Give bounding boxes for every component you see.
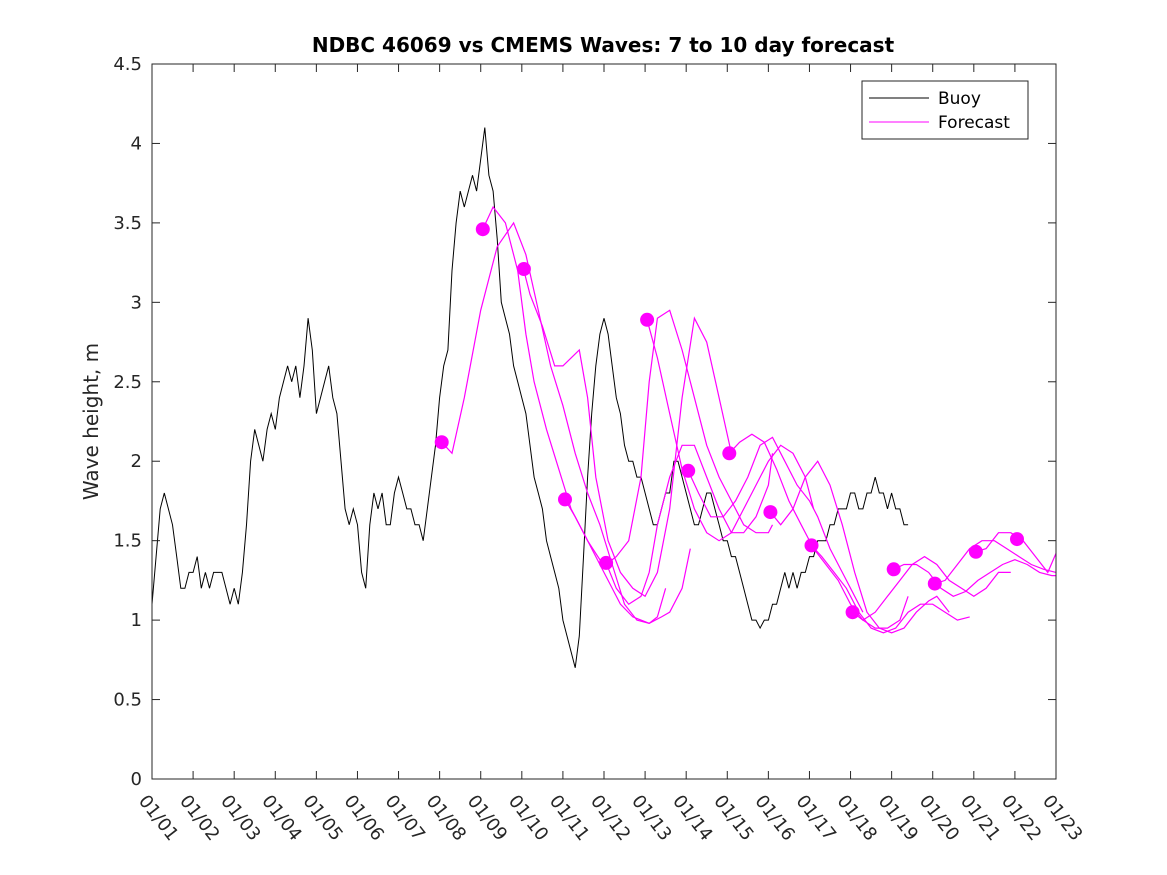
forecast-marker bbox=[927, 576, 942, 591]
forecast-marker bbox=[640, 312, 655, 327]
y-tick-label: 4.5 bbox=[113, 54, 142, 75]
forecast-series-line-12 bbox=[893, 559, 1056, 597]
forecast-series-line-1 bbox=[441, 221, 691, 624]
y-tick-label: 2 bbox=[131, 451, 142, 472]
buoy-series-line bbox=[151, 127, 909, 668]
forecast-series-line-5 bbox=[605, 444, 774, 606]
forecast-series-line-6 bbox=[646, 319, 815, 542]
forecast-marker bbox=[434, 435, 449, 450]
forecast-marker bbox=[804, 538, 819, 553]
legend: Buoy Forecast bbox=[861, 80, 1029, 140]
legend-box bbox=[861, 80, 1029, 140]
forecast-marker bbox=[681, 463, 696, 478]
forecast-series-line-10 bbox=[811, 544, 970, 634]
forecast-marker bbox=[475, 222, 490, 237]
y-tick-label: 1.5 bbox=[113, 531, 142, 552]
y-tick-label: 0 bbox=[131, 769, 142, 790]
legend-buoy-label: Buoy bbox=[938, 89, 981, 109]
legend-forecast-label: Forecast bbox=[938, 113, 1010, 133]
y-tick-label: 1 bbox=[131, 610, 142, 631]
forecast-marker bbox=[845, 605, 860, 620]
y-tick-label: 3.5 bbox=[113, 213, 142, 234]
forecast-series-line-7 bbox=[687, 436, 864, 613]
forecast-marker bbox=[516, 262, 531, 276]
forecast-marker bbox=[886, 562, 901, 577]
y-tick-label: 4 bbox=[131, 133, 142, 154]
forecast-series-line-8 bbox=[728, 433, 909, 629]
y-axis-label: Wave height, m bbox=[79, 343, 103, 500]
forecast-series-line-13 bbox=[934, 540, 1057, 585]
forecast-series-line-3 bbox=[523, 270, 732, 598]
series-layer bbox=[151, 127, 1057, 668]
forecast-marker bbox=[558, 492, 572, 507]
forecast-marker bbox=[1010, 532, 1024, 547]
forecast-marker bbox=[599, 555, 614, 570]
chart-title: NDBC 46069 vs CMEMS Waves: 7 to 10 day f… bbox=[312, 33, 895, 57]
y-tick-label: 0.5 bbox=[113, 690, 142, 711]
forecast-series-line-11 bbox=[852, 555, 1011, 621]
forecast-marker bbox=[722, 446, 737, 461]
y-tick-label: 3 bbox=[131, 292, 142, 313]
y-tick-label: 2.5 bbox=[113, 372, 142, 393]
forecast-series-line-9 bbox=[769, 460, 950, 634]
forecast-marker bbox=[968, 544, 983, 559]
plot-area bbox=[152, 64, 1056, 779]
forecast-marker bbox=[763, 505, 778, 520]
